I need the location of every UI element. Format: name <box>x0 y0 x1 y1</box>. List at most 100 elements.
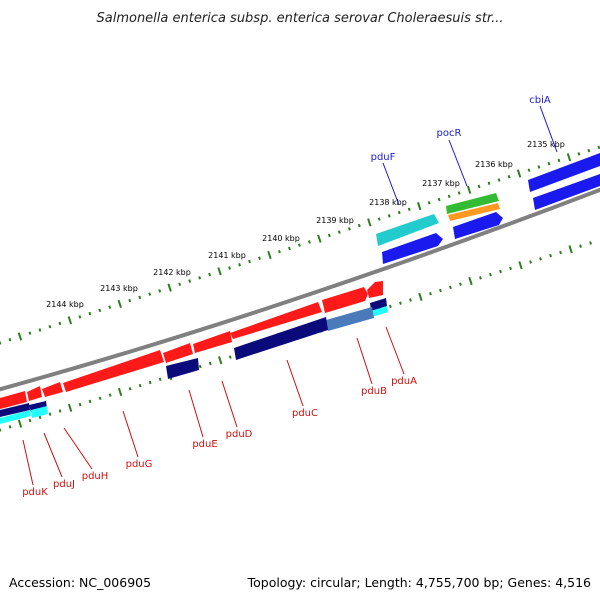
gene-label-pocr[interactable]: pocR <box>437 128 462 139</box>
strand-tick <box>198 364 202 369</box>
strand-tick <box>208 361 212 366</box>
pduj-cyan-bar[interactable] <box>31 406 48 418</box>
ruler-tick-label: 2143 kbp <box>100 284 138 293</box>
ruler-tick <box>307 240 311 244</box>
strand-tick <box>449 285 452 290</box>
ruler-tick-label: 2142 kbp <box>153 268 191 277</box>
pocr-gene-arrow[interactable] <box>453 212 503 239</box>
gene-label-pduj[interactable]: pduJ <box>53 479 75 490</box>
strand-tick <box>489 272 492 277</box>
ruler-tick <box>497 178 501 182</box>
strand-tick <box>589 241 592 245</box>
ruler-tick <box>138 295 142 300</box>
pocr-orange-gene[interactable] <box>448 203 500 221</box>
label-leader-line <box>539 105 558 153</box>
ruler-tick <box>317 234 322 243</box>
strand-tick <box>98 396 102 401</box>
pduk-cyan-bar[interactable] <box>0 410 31 424</box>
upstream-gene-arrow[interactable] <box>533 174 600 210</box>
ruler-tick <box>566 153 572 162</box>
label-leader-line <box>188 389 204 438</box>
ruler-tick <box>88 311 92 316</box>
strand-tick <box>529 260 532 264</box>
strand-tick <box>559 250 562 255</box>
pduk-navy-bar[interactable] <box>0 403 30 417</box>
label-leader-line <box>448 139 468 187</box>
strand-tick <box>509 266 512 271</box>
pduk-gene-arrow[interactable] <box>0 391 27 409</box>
gene-label-pdub[interactable]: pduB <box>361 386 387 397</box>
pdub-gene-arrow[interactable] <box>322 287 368 313</box>
pduh-gene-arrow[interactable] <box>42 382 63 397</box>
ruler-tick <box>248 259 251 264</box>
gene-label-pdud[interactable]: pduD <box>226 429 253 440</box>
ruler-tick <box>407 207 411 212</box>
strand-tick <box>38 415 42 420</box>
strand-tick <box>409 298 412 302</box>
ruler-tick-label: 2139 kbp <box>316 216 354 225</box>
ruler-tick <box>337 230 341 234</box>
ruler-tick <box>228 266 231 270</box>
gene-label-pduk[interactable]: pduK <box>22 487 48 498</box>
ruler-tick <box>527 168 531 172</box>
gene-label-pduc[interactable]: pduC <box>292 408 318 419</box>
ruler-tick-label: 2138 kbp <box>369 198 407 207</box>
gene-label-cbia[interactable]: cbiA <box>529 95 551 106</box>
ruler-tick <box>437 197 441 202</box>
strand-tick <box>108 393 112 397</box>
ruler-tick <box>557 158 561 163</box>
strand-tick <box>518 261 523 270</box>
pduj-gene-arrow[interactable] <box>27 386 42 401</box>
label-leader-line <box>63 427 93 470</box>
pdud-gene-arrow[interactable] <box>193 331 232 353</box>
ruler-tick <box>507 174 511 179</box>
strand-tick <box>388 304 392 309</box>
gene-label-pduh[interactable]: pduH <box>82 471 109 482</box>
cbia-gene-arrow[interactable] <box>528 153 600 192</box>
pdub-navy-bar[interactable] <box>370 298 387 311</box>
ruler-tick <box>67 316 73 325</box>
pduc-navy-bar[interactable] <box>234 317 328 360</box>
genome-backbone <box>0 187 600 392</box>
ruler-tick <box>188 279 192 283</box>
pdub-steel-bar[interactable] <box>326 307 374 331</box>
pdug-gene-arrow[interactable] <box>63 350 164 392</box>
ruler-tick <box>8 338 12 342</box>
label-leader-line <box>286 359 304 407</box>
ruler-tick-label: 2140 kbp <box>262 234 300 243</box>
gene-label-pdua[interactable]: pduA <box>391 376 417 387</box>
gene-label-pdug[interactable]: pduG <box>126 459 153 470</box>
ruler-tick-label: 2144 kbp <box>46 300 84 309</box>
ruler-tick <box>537 165 541 169</box>
pduf-gene-arrow[interactable] <box>376 214 439 246</box>
pdue-navy-bar[interactable] <box>166 358 199 379</box>
ruler-tick <box>198 276 202 280</box>
pdue-gene-arrow[interactable] <box>163 343 193 363</box>
ruler-tick <box>148 292 152 296</box>
pdub-light-cyan-bar[interactable] <box>371 306 388 317</box>
ruler-tick <box>108 305 112 309</box>
strand-tick <box>67 403 73 412</box>
strand-tick <box>8 425 12 429</box>
ruler-tick <box>397 210 401 215</box>
gene-label-pduf[interactable]: pduF <box>371 152 396 163</box>
strand-tick <box>158 377 162 382</box>
strand-tick <box>549 253 552 258</box>
ruler-tick <box>48 324 52 329</box>
ruler-tick <box>58 321 62 326</box>
pduj-navy-bar[interactable] <box>29 401 47 412</box>
pduf-lower-arrow[interactable] <box>382 233 443 264</box>
pdua-gene-arrow[interactable] <box>367 281 383 298</box>
pduc-gene-arrow[interactable] <box>230 302 322 339</box>
strand-tick <box>78 402 82 407</box>
gene-label-pdue[interactable]: pduE <box>192 439 217 450</box>
ruler-tick <box>258 256 261 261</box>
ruler-tick <box>78 315 82 319</box>
strand-tick <box>459 282 462 286</box>
pocr-green-gene[interactable] <box>446 193 499 214</box>
ruler-tick <box>167 283 172 292</box>
ruler-tick <box>477 184 481 189</box>
label-leader-line <box>122 410 139 458</box>
